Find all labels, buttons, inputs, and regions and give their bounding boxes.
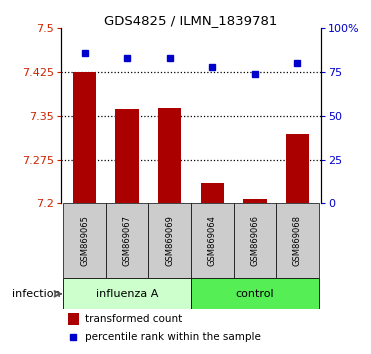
Text: control: control	[236, 289, 274, 299]
Bar	[191, 278, 319, 309]
Bar	[243, 199, 267, 203]
Text: percentile rank within the sample: percentile rank within the sample	[85, 332, 260, 342]
Text: transformed count: transformed count	[85, 314, 182, 324]
Bar	[201, 183, 224, 203]
Bar	[73, 72, 96, 203]
Bar	[158, 108, 181, 203]
Text: GSM869067: GSM869067	[123, 215, 132, 266]
Bar	[148, 203, 191, 278]
Text: GSM869068: GSM869068	[293, 215, 302, 266]
Text: influenza A: influenza A	[96, 289, 158, 299]
Bar	[234, 203, 276, 278]
Text: GSM869065: GSM869065	[80, 215, 89, 266]
Bar	[191, 203, 234, 278]
Bar	[115, 109, 139, 203]
Bar	[276, 203, 319, 278]
Text: infection: infection	[12, 289, 61, 299]
Title: GDS4825 / ILMN_1839781: GDS4825 / ILMN_1839781	[104, 14, 278, 27]
Bar	[63, 278, 191, 309]
Bar	[106, 203, 148, 278]
Bar	[63, 203, 106, 278]
Text: GSM869069: GSM869069	[165, 215, 174, 266]
Bar	[68, 313, 79, 325]
Text: GSM869064: GSM869064	[208, 215, 217, 266]
Text: GSM869066: GSM869066	[250, 215, 259, 266]
Bar	[286, 135, 309, 203]
